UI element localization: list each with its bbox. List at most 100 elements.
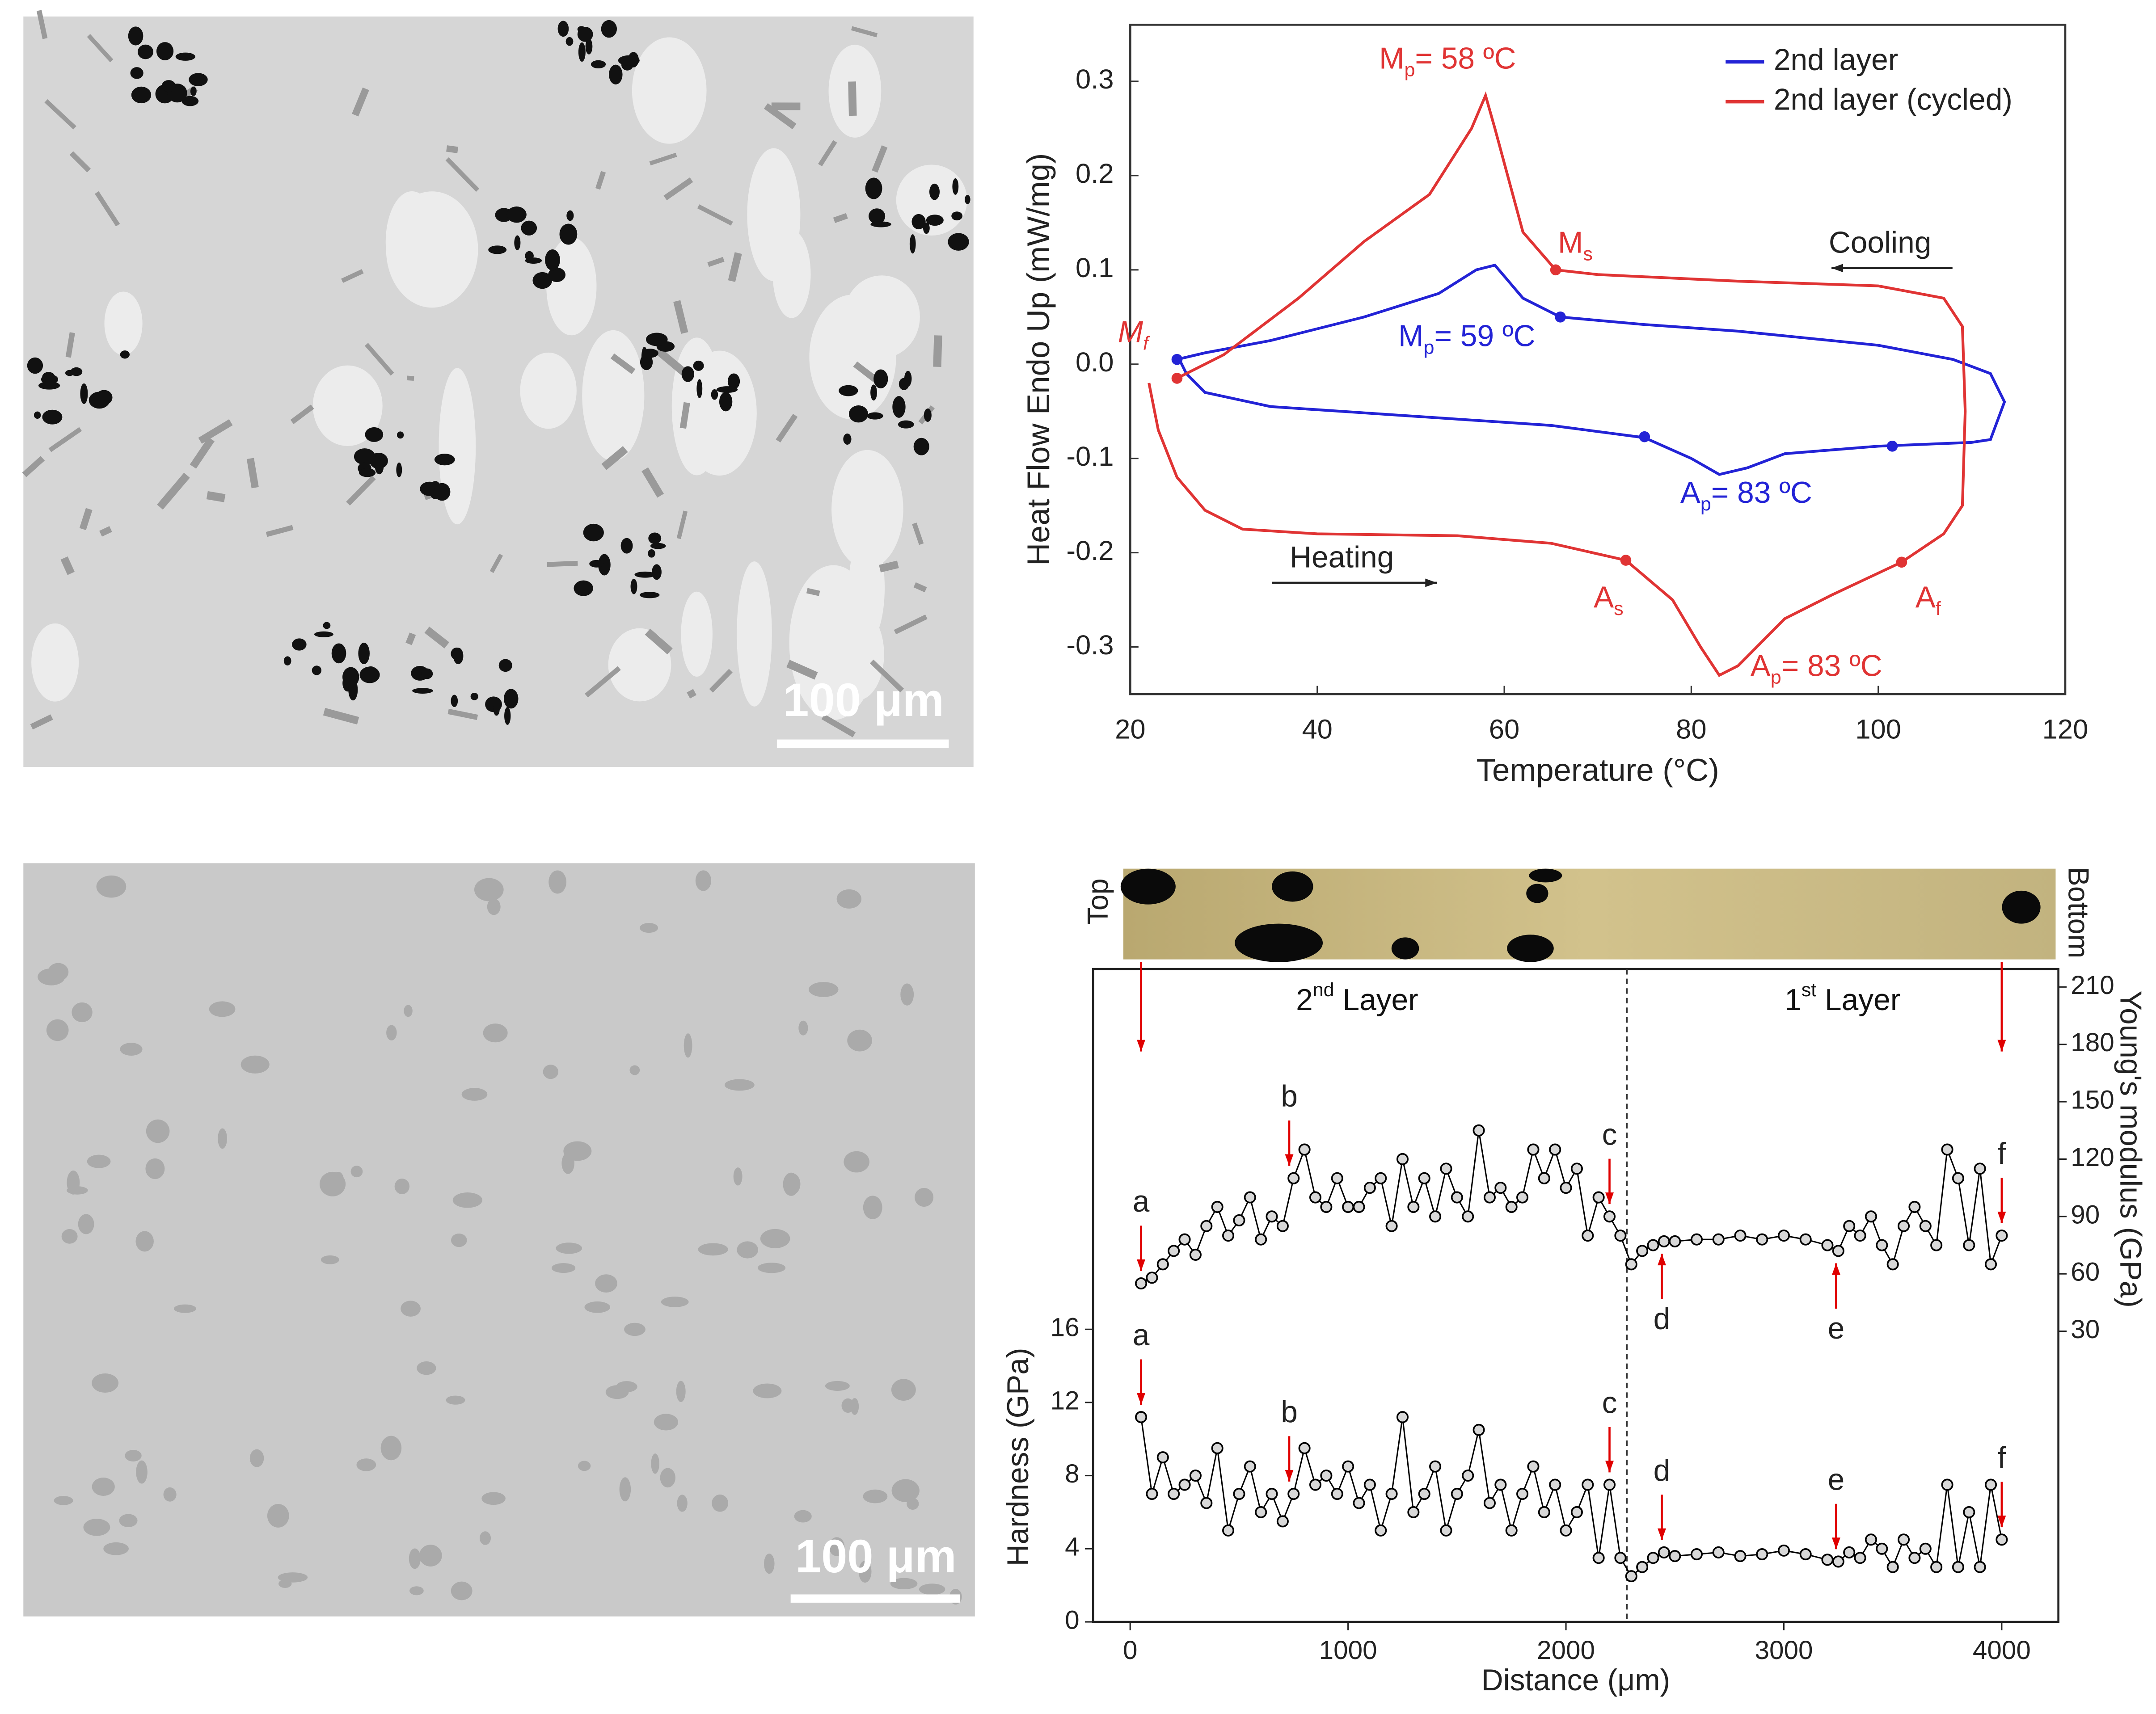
needle-phase	[913, 582, 927, 593]
dark-phase	[848, 405, 869, 423]
data-point	[1941, 1143, 1953, 1156]
needle-phase	[406, 375, 414, 381]
annotation-main: M	[1398, 319, 1423, 353]
dark-phase	[926, 215, 944, 226]
dark-phase	[190, 86, 197, 96]
gray-phase	[844, 1151, 869, 1173]
pointer-label: b	[1281, 1395, 1298, 1429]
heating-arrow-head	[1425, 578, 1437, 587]
annotation-sub: p	[1700, 494, 1711, 515]
dark-phase	[634, 571, 656, 578]
needle-phase	[346, 475, 376, 506]
dark-phase	[609, 64, 623, 84]
data-point	[1440, 1162, 1452, 1175]
data-point	[1832, 1245, 1844, 1257]
gray-phase	[145, 1158, 165, 1179]
data-point	[1375, 1524, 1387, 1537]
data-point	[1255, 1506, 1267, 1518]
gray-phase	[684, 1033, 692, 1058]
gray-phase	[386, 1025, 397, 1040]
gray-phase	[218, 1128, 227, 1149]
dark-phase	[137, 44, 153, 59]
dark-phase	[548, 267, 566, 282]
gray-phase	[619, 1477, 631, 1502]
needle-phase	[806, 588, 820, 596]
data-point	[1135, 1277, 1148, 1290]
micrograph-features	[22, 10, 970, 1605]
annotation-main: Cooling	[1829, 226, 1931, 259]
dark-phase	[869, 208, 886, 224]
pointer-arrow-head	[1997, 1516, 2006, 1528]
data-point	[1168, 1245, 1180, 1257]
dark-phase	[128, 26, 143, 46]
data-point	[1777, 1230, 1790, 1242]
pointer-label: d	[1654, 1302, 1671, 1336]
data-point	[1353, 1497, 1365, 1509]
data-point	[1647, 1552, 1659, 1564]
gray-phase	[698, 1243, 728, 1256]
needle-phase	[405, 632, 416, 645]
data-point	[1244, 1191, 1256, 1204]
data-point	[1505, 1200, 1518, 1213]
legend-label: 2nd layer	[1774, 43, 1898, 76]
pointer-arrow-head	[1285, 1154, 1294, 1166]
dark-phase	[693, 360, 704, 371]
dark-phase	[591, 60, 606, 69]
gray-phase	[676, 1381, 686, 1402]
data-point	[1178, 1233, 1191, 1246]
y-tick-label: 0.3	[1076, 64, 1114, 95]
data-point	[1799, 1233, 1812, 1246]
needle-phase	[364, 343, 394, 376]
needle-phase	[869, 659, 904, 693]
gray-phase	[661, 1297, 689, 1307]
gray-phase	[737, 1241, 758, 1259]
data-point	[1375, 1172, 1387, 1184]
y-tick-label: 0	[1065, 1605, 1080, 1634]
data-point	[1178, 1478, 1191, 1491]
annotation-sub: s	[1583, 244, 1593, 265]
dark-phase	[577, 27, 593, 42]
dark-phase	[681, 366, 694, 382]
gray-phase	[240, 1055, 270, 1074]
data-point	[1843, 1546, 1856, 1558]
dark-phase	[175, 52, 195, 61]
gray-phase	[836, 889, 861, 909]
annotation: Mf	[1118, 315, 1150, 354]
data-point	[1582, 1230, 1594, 1242]
scale-bar	[790, 1594, 960, 1603]
data-point	[1309, 1191, 1322, 1204]
needle-phase	[818, 140, 837, 167]
gray-phase	[660, 1468, 675, 1488]
region-label-sup: nd	[1313, 979, 1334, 1001]
data-point	[1189, 1248, 1202, 1261]
region-label-main: 2	[1296, 983, 1313, 1017]
gray-phase	[278, 1579, 292, 1588]
pore	[1529, 868, 1562, 883]
series-line	[1148, 91, 1967, 677]
annotation: Ap= 83 ºC	[1751, 649, 1882, 688]
data-point	[1429, 1460, 1442, 1473]
annotation: Ap= 83 ºC	[1680, 476, 1812, 515]
data-point	[1135, 1411, 1148, 1423]
gray-phase	[409, 1548, 421, 1569]
data-point	[1614, 1552, 1627, 1564]
light-phase	[104, 291, 143, 355]
data-point	[1331, 1172, 1343, 1184]
gray-phase	[640, 923, 658, 933]
data-point	[1712, 1233, 1725, 1246]
data-point	[1516, 1191, 1529, 1204]
dark-phase	[521, 220, 537, 236]
needle-phase	[833, 213, 848, 223]
dark-phase	[453, 648, 464, 665]
needle-phase	[848, 81, 857, 116]
light-phase	[312, 365, 383, 446]
y-tick-label: -0.3	[1066, 630, 1114, 661]
annotation-main: M	[1379, 42, 1404, 75]
gray-phase	[733, 1167, 743, 1186]
gray-phase	[891, 1479, 920, 1502]
data-point	[1592, 1552, 1605, 1564]
region-label-main: 1	[1785, 983, 1802, 1017]
data-point	[1429, 1210, 1442, 1223]
annotation-main: A	[1594, 581, 1614, 614]
data-point	[1505, 1524, 1518, 1537]
